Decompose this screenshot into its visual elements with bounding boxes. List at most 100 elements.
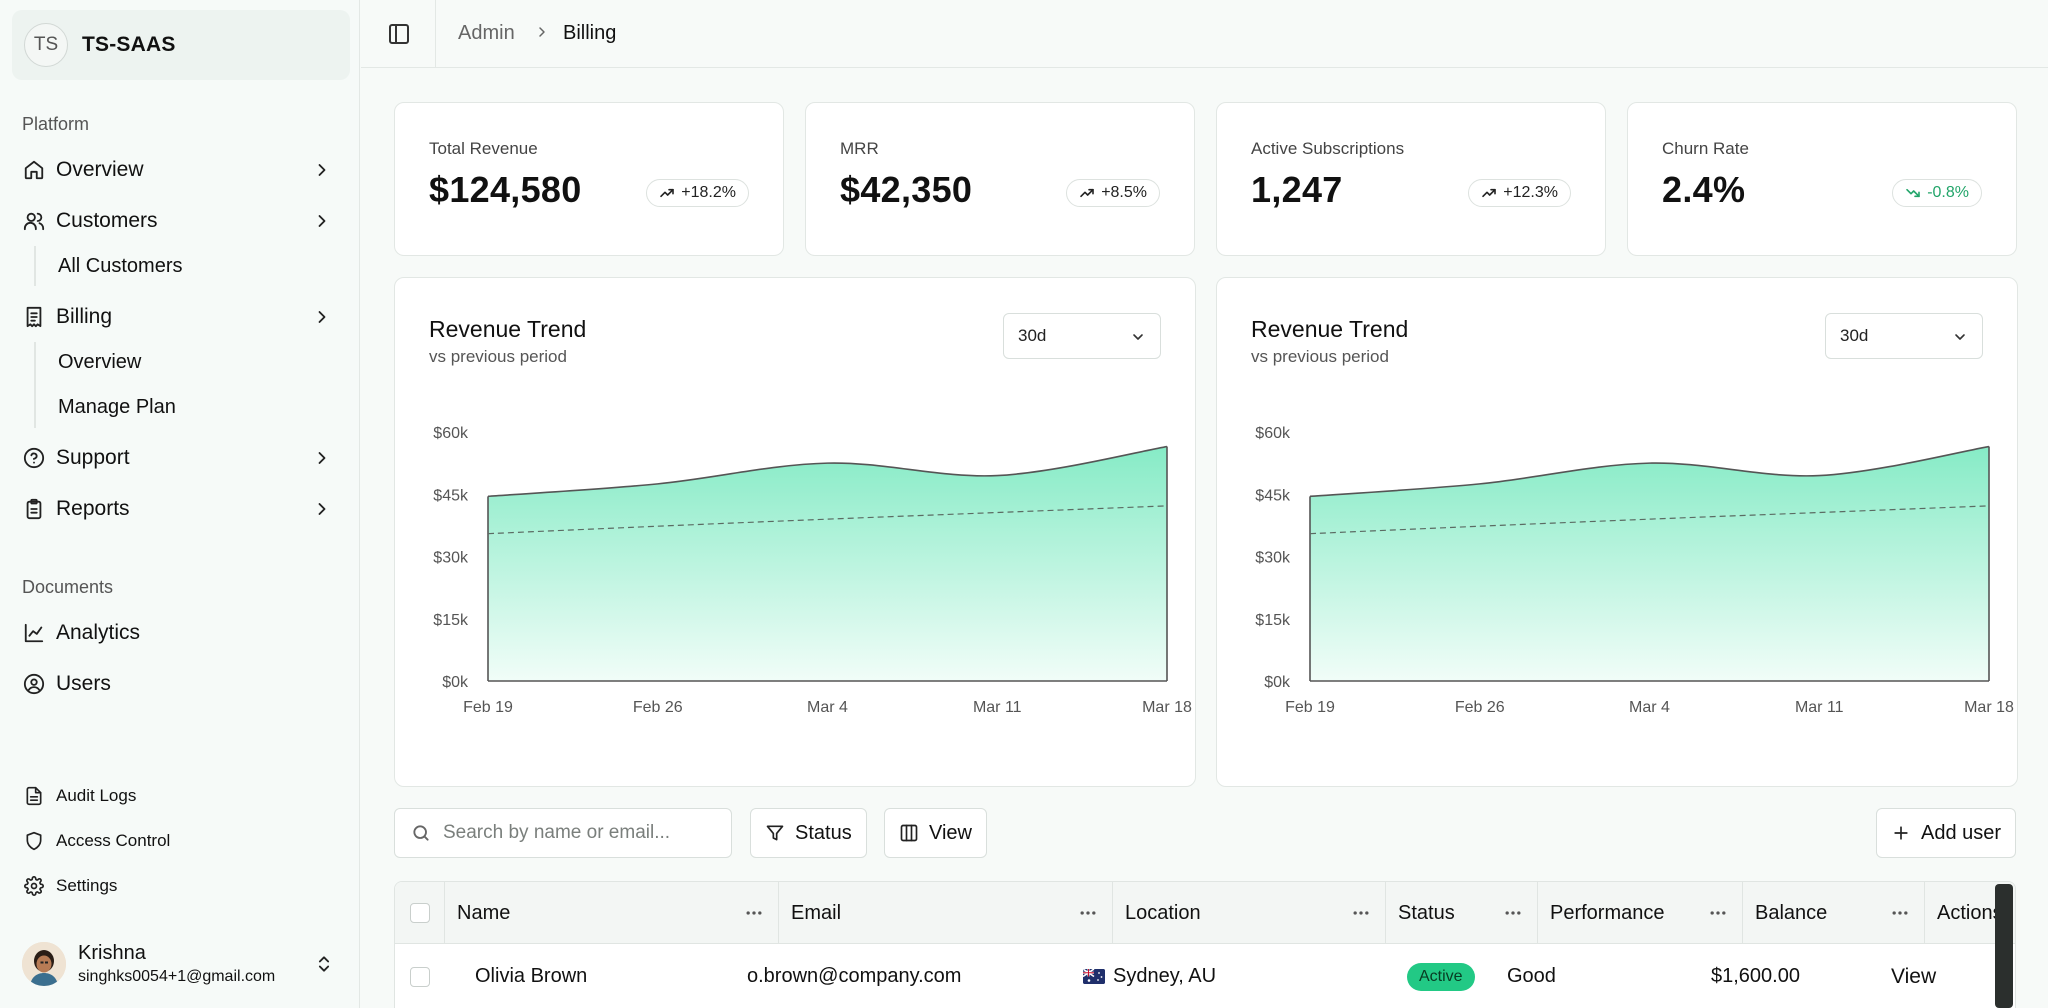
more-horizontal-icon[interactable] xyxy=(1078,903,1098,923)
x-tick-label: Feb 19 xyxy=(463,699,513,716)
chevron-right-icon xyxy=(318,164,326,176)
shield-icon xyxy=(22,829,46,853)
chevrons-up-down-icon xyxy=(318,956,330,972)
range-select[interactable]: 30d xyxy=(1825,313,1983,359)
chevron-down-icon xyxy=(1133,334,1143,340)
range-select[interactable]: 30d xyxy=(1003,313,1161,359)
column-header-balance[interactable]: Balance xyxy=(1743,882,1925,944)
column-header-status[interactable]: Status xyxy=(1386,882,1538,944)
stat-card-churn-rate: Churn Rate 2.4% -0.8% xyxy=(1627,102,2017,256)
sidebar-item-label: Customers xyxy=(56,209,158,232)
trend-value: +18.2% xyxy=(681,184,736,201)
team-switcher[interactable]: TS TS-SAAS xyxy=(12,10,350,80)
breadcrumb-current: Billing xyxy=(563,22,617,44)
stat-label: Total Revenue xyxy=(429,139,538,158)
chevron-down-icon xyxy=(1955,334,1965,340)
more-horizontal-icon[interactable] xyxy=(1890,903,1910,923)
stat-label: Churn Rate xyxy=(1662,139,1749,158)
sidebar-item-users[interactable]: Users xyxy=(22,664,342,704)
sidebar-item-billing[interactable]: Billing xyxy=(22,297,342,337)
search-input[interactable] xyxy=(443,822,713,844)
trend-value: +12.3% xyxy=(1503,184,1558,201)
sidebar-item-overview[interactable]: Overview xyxy=(22,150,342,190)
sidebar-item-label: Analytics xyxy=(56,621,141,644)
breadcrumb-separator-icon xyxy=(539,27,545,37)
cell-balance: $1,600.00 xyxy=(1711,965,1800,987)
view-options-button[interactable]: View xyxy=(884,808,987,858)
sidebar-subitem-manage-plan[interactable]: Manage Plan xyxy=(58,395,176,418)
user-email: singhks0054+1@gmail.com xyxy=(78,968,276,985)
column-header-performance[interactable]: Performance xyxy=(1538,882,1743,944)
stat-card-total-revenue: Total Revenue $124,580 +18.2% xyxy=(394,102,784,256)
sidebar-item-audit-logs[interactable]: Audit Logs xyxy=(22,780,136,812)
cell-location: Sydney, AU xyxy=(1083,944,1216,1008)
x-tick-label: Mar 11 xyxy=(973,699,1022,716)
chevron-right-icon xyxy=(318,215,326,227)
sidebar-item-customers[interactable]: Customers xyxy=(22,201,342,241)
column-label: Location xyxy=(1125,901,1201,924)
chart-title: Revenue Trend xyxy=(1251,316,1409,342)
add-user-button[interactable]: Add user xyxy=(1876,808,2017,858)
y-tick-label: $30k xyxy=(1255,550,1291,567)
table-scrollbar[interactable] xyxy=(1995,884,2013,1008)
stat-value: $42,350 xyxy=(840,169,973,210)
australia-flag-icon xyxy=(1083,969,1105,984)
trending-up-icon xyxy=(1080,188,1094,198)
sidebar-item-access-control[interactable]: Access Control xyxy=(22,825,170,857)
avatar xyxy=(22,942,66,986)
revenue-trend-card: $0k $15k $30k $45k $60k Feb 19 Feb 26 Mar 4 Mar … xyxy=(394,277,1196,787)
chart-subtitle: vs previous period xyxy=(1251,347,1389,366)
x-tick-label: Feb 26 xyxy=(1455,699,1505,716)
sidebar-item-analytics[interactable]: Analytics xyxy=(22,613,342,653)
revenue-trend-card: $0k $15k $30k $45k $60k Feb 19 Feb 26 Mar 4 Mar … xyxy=(1216,277,2018,787)
breadcrumb-admin[interactable]: Admin xyxy=(458,22,515,44)
top-bar: Admin Billing xyxy=(361,0,2048,68)
column-header-name[interactable]: Name xyxy=(445,882,779,944)
more-horizontal-icon[interactable] xyxy=(1503,903,1523,923)
user-name: Krishna xyxy=(78,942,146,964)
x-tick-label: Mar 18 xyxy=(1964,699,2014,716)
sidebar-item-support[interactable]: Support xyxy=(22,438,342,478)
trend-value: +8.5% xyxy=(1101,184,1147,201)
sidebar-subitem-all-customers[interactable]: All Customers xyxy=(58,254,183,277)
x-tick-label: Mar 4 xyxy=(807,699,848,716)
range-select-value: 30d xyxy=(1840,326,1869,345)
user-menu[interactable]: Krishna singhks0054+1@gmail.com xyxy=(22,936,342,992)
columns-icon xyxy=(900,824,918,842)
sidebar: TS TS-SAAS Platform Overview Customers A… xyxy=(0,0,360,1008)
column-header-location[interactable]: Location xyxy=(1113,882,1386,944)
more-horizontal-icon[interactable] xyxy=(1351,903,1371,923)
trending-up-icon xyxy=(660,188,675,198)
y-tick-label: $0k xyxy=(1264,674,1291,691)
sidebar-item-reports[interactable]: Reports xyxy=(22,489,342,529)
table-row[interactable]: Olivia Brown o.brown@company.com Sydney,… xyxy=(395,944,2015,1008)
trending-down-icon xyxy=(1906,188,1921,198)
gear-icon xyxy=(22,874,46,898)
group-label-platform: Platform xyxy=(22,114,90,134)
y-tick-label: $15k xyxy=(1255,612,1291,629)
sidebar-subitem-billing-overview[interactable]: Overview xyxy=(58,350,142,373)
sidebar-item-settings[interactable]: Settings xyxy=(22,870,117,902)
stat-value: 1,247 xyxy=(1251,169,1343,210)
sidebar-item-label: Audit Logs xyxy=(56,786,137,805)
sidebar-toggle-icon[interactable] xyxy=(387,22,411,46)
file-text-icon xyxy=(22,784,46,808)
status-filter-button[interactable]: Status xyxy=(750,808,867,858)
y-tick-label: $0k xyxy=(442,674,469,691)
row-checkbox[interactable] xyxy=(410,966,430,987)
chevron-right-icon xyxy=(318,452,326,464)
view-row-button[interactable]: View xyxy=(1891,964,1937,988)
more-horizontal-icon[interactable] xyxy=(744,903,764,923)
column-header-email[interactable]: Email xyxy=(779,882,1113,944)
search-field[interactable] xyxy=(394,808,732,858)
users-icon xyxy=(22,209,46,233)
revenue-area xyxy=(1310,446,1989,681)
select-all-checkbox[interactable] xyxy=(409,903,430,923)
chevron-right-icon xyxy=(318,503,326,515)
home-icon xyxy=(22,158,46,182)
clipboard-icon xyxy=(22,497,46,521)
sidebar-item-label: Settings xyxy=(56,876,118,895)
more-horizontal-icon[interactable] xyxy=(1708,903,1728,923)
y-tick-label: $45k xyxy=(1255,487,1291,504)
column-label: Performance xyxy=(1550,901,1665,924)
